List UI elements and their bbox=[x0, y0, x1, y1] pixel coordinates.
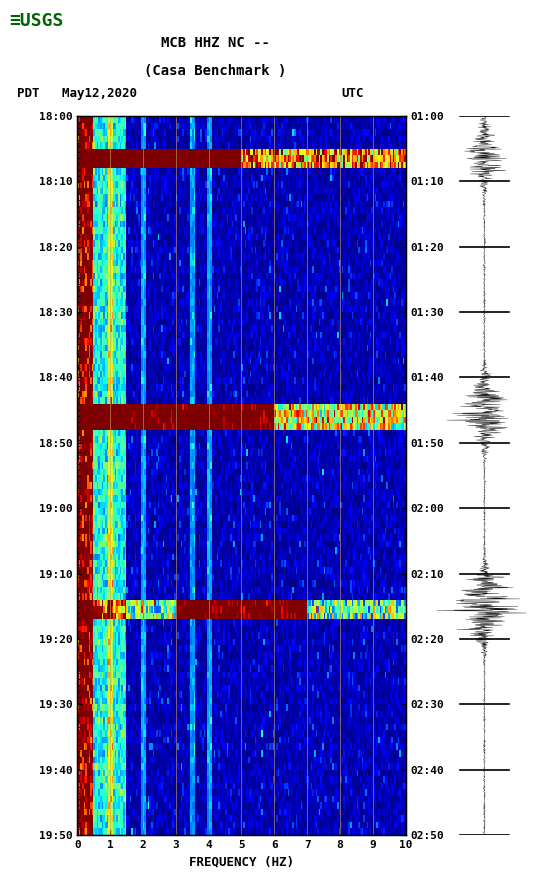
Text: (Casa Benchmark ): (Casa Benchmark ) bbox=[144, 64, 286, 79]
Text: PDT   May12,2020: PDT May12,2020 bbox=[17, 87, 137, 100]
Text: ≡USGS: ≡USGS bbox=[10, 13, 64, 30]
Text: MCB HHZ NC --: MCB HHZ NC -- bbox=[161, 36, 270, 50]
X-axis label: FREQUENCY (HZ): FREQUENCY (HZ) bbox=[189, 855, 294, 868]
Text: UTC: UTC bbox=[342, 87, 364, 100]
